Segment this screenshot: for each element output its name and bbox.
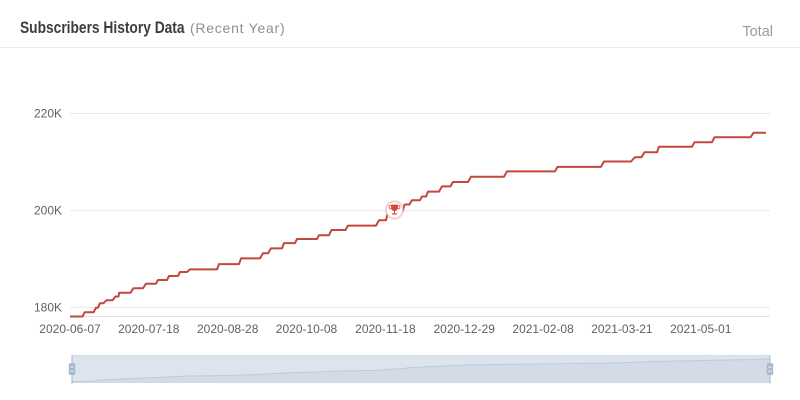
svg-text:2020-08-28: 2020-08-28 (197, 322, 259, 336)
svg-text:2020-07-18: 2020-07-18 (118, 322, 180, 336)
svg-text:2020-06-07: 2020-06-07 (39, 322, 101, 336)
svg-text:220K: 220K (34, 107, 62, 121)
svg-text:180K: 180K (34, 300, 62, 314)
svg-text:200K: 200K (34, 204, 62, 218)
svg-text:2021-03-21: 2021-03-21 (591, 322, 653, 336)
svg-text:2020-11-18: 2020-11-18 (355, 322, 416, 336)
svg-text:2020-10-08: 2020-10-08 (276, 322, 338, 336)
svg-text:2021-02-08: 2021-02-08 (512, 322, 574, 336)
svg-text:2020-12-29: 2020-12-29 (434, 322, 496, 336)
svg-text:2021-05-01: 2021-05-01 (670, 322, 732, 336)
